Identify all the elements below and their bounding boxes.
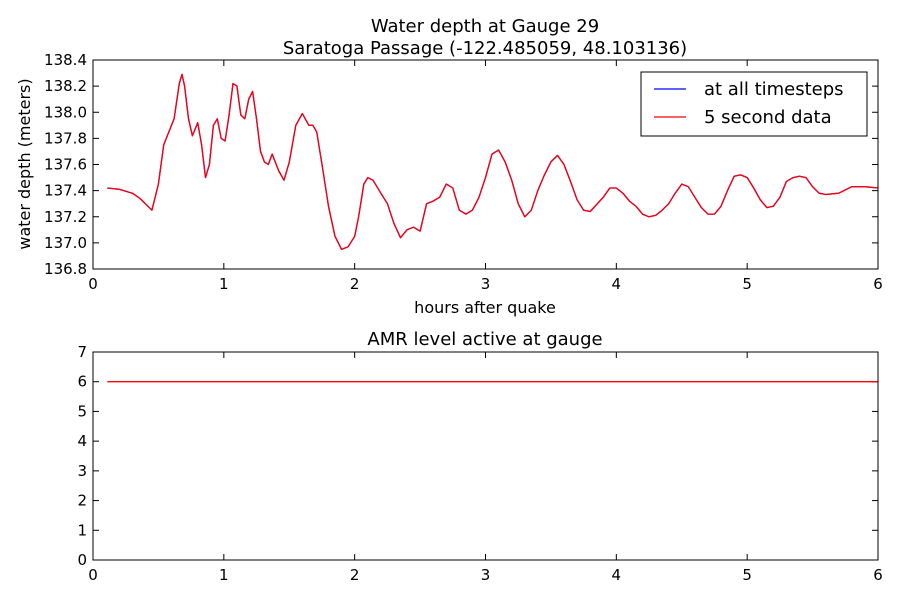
chart2-xtick-label: 4 bbox=[612, 566, 622, 584]
chart1-xtick-label: 2 bbox=[350, 275, 360, 293]
chart1-ytick-label: 137.8 bbox=[44, 129, 87, 147]
chart1-xtick-label: 0 bbox=[88, 275, 98, 293]
chart2-xtick-label: 3 bbox=[481, 566, 491, 584]
chart2-xtick-label: 1 bbox=[219, 566, 229, 584]
legend-label-5-second-data: 5 second data bbox=[704, 107, 832, 128]
chart1-ytick-label: 137.4 bbox=[44, 182, 87, 200]
chart1-xtick-label: 3 bbox=[481, 275, 491, 293]
chart1-lines bbox=[107, 73, 879, 251]
legend-box bbox=[640, 71, 868, 137]
chart2-xtick-label: 5 bbox=[742, 566, 752, 584]
chart1-series-line-2 bbox=[107, 73, 879, 251]
chart2-xtick-label: 2 bbox=[350, 566, 360, 584]
chart2-ytick-label: 2 bbox=[77, 492, 87, 510]
chart2-ytick-label: 0 bbox=[77, 551, 87, 569]
legend-label-all-timesteps: at all timesteps bbox=[704, 79, 844, 100]
chart2-ytick-label: 7 bbox=[77, 343, 87, 361]
chart2-ytick-label: 4 bbox=[77, 432, 87, 450]
chart1-ytick-label: 136.8 bbox=[44, 260, 87, 278]
chart1-xtick-label: 4 bbox=[612, 275, 622, 293]
chart1-frame bbox=[92, 59, 879, 270]
chart1-legend: at all timesteps 5 second data bbox=[640, 71, 868, 137]
chart1-title: Water depth at Gauge 29 bbox=[371, 16, 599, 37]
chart1-xtick-label: 5 bbox=[742, 275, 752, 293]
chart1-axes: 0 1 2 3 4 5 6 136.8 137.0 137.2 137.4 137.6 137.8 138… bbox=[44, 51, 883, 293]
chart1-xlabel: hours after quake bbox=[414, 298, 556, 317]
chart1-ytick-label: 137.6 bbox=[44, 156, 87, 174]
chart2-xtick-label: 6 bbox=[873, 566, 883, 584]
chart2-frame bbox=[92, 351, 879, 561]
chart1-xtick-label: 6 bbox=[873, 275, 883, 293]
chart1-ytick-label: 137.2 bbox=[44, 208, 87, 226]
chart1-ytick-label: 138.4 bbox=[44, 51, 87, 69]
chart2-ytick-label: 6 bbox=[77, 373, 87, 391]
chart2-xtick-label: 0 bbox=[88, 566, 98, 584]
chart2-ytick-label: 3 bbox=[77, 462, 87, 480]
chart2-ytick-label: 5 bbox=[77, 402, 87, 420]
chart1-ylabel: water depth (meters) bbox=[15, 78, 34, 249]
chart1-xtick-label: 1 bbox=[219, 275, 229, 293]
chart1-ytick-label: 138.2 bbox=[44, 77, 87, 95]
chart2-title: AMR level active at gauge bbox=[367, 329, 602, 350]
chart1-ytick-label: 137.0 bbox=[44, 234, 87, 252]
chart1-ytick-label: 138.0 bbox=[44, 103, 87, 121]
chart1-subtitle: Saratoga Passage (-122.485059, 48.103136… bbox=[283, 38, 687, 59]
chart2-axes: 0 1 2 3 4 5 6 0 1 2 3 4 5 6 7 bbox=[77, 343, 882, 584]
chart2-ytick-label: 1 bbox=[77, 521, 87, 539]
